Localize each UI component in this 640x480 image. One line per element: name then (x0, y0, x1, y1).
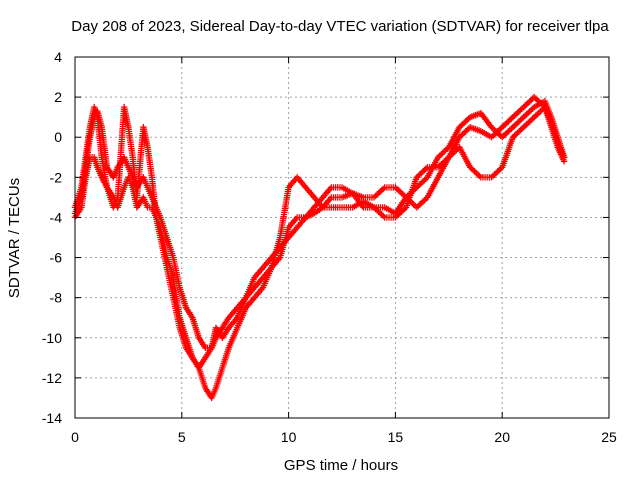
plot-frame (74, 56, 610, 419)
y-tick-label: -10 (42, 330, 62, 346)
y-tick-label: -2 (50, 169, 63, 185)
y-tick-label: 2 (54, 89, 62, 105)
grid-lines (75, 57, 609, 418)
y-tick-label: 4 (54, 49, 62, 65)
y-tick-label: 0 (54, 129, 62, 145)
y-tick-label: -4 (50, 209, 63, 225)
series-2 (71, 103, 568, 402)
series-2-markers (71, 103, 568, 402)
x-tick-label: 20 (494, 429, 510, 445)
chart-title: Day 208 of 2023, Sidereal Day-to-day VTE… (71, 18, 609, 35)
axis-ticks: 0 5 10 15 20 25 -14 -12 -10 -8 -6 -4 -2 0 2 4 (42, 49, 617, 445)
data-points (71, 93, 568, 402)
x-tick-label: 25 (601, 429, 617, 445)
y-tick-label: -6 (50, 250, 63, 266)
x-axis-label: GPS time / hours (284, 457, 398, 474)
y-axis-label: SDTVAR / TECUs (6, 178, 23, 298)
x-tick-label: 0 (71, 429, 79, 445)
y-tick-label: -12 (42, 370, 62, 386)
y-tick-label: -14 (42, 410, 62, 426)
x-tick-label: 15 (388, 429, 404, 445)
y-tick-label: -8 (50, 290, 63, 306)
x-tick-label: 5 (178, 429, 186, 445)
x-tick-label: 10 (281, 429, 297, 445)
